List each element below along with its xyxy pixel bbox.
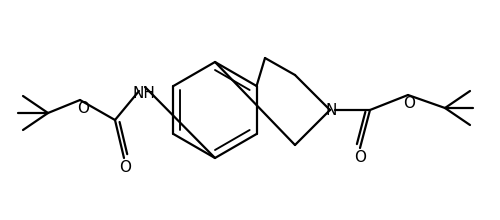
Text: O: O [354, 150, 366, 165]
Text: O: O [77, 101, 89, 116]
Text: O: O [403, 95, 415, 110]
Text: NH: NH [132, 86, 156, 101]
Text: O: O [119, 160, 131, 174]
Text: N: N [326, 103, 336, 117]
